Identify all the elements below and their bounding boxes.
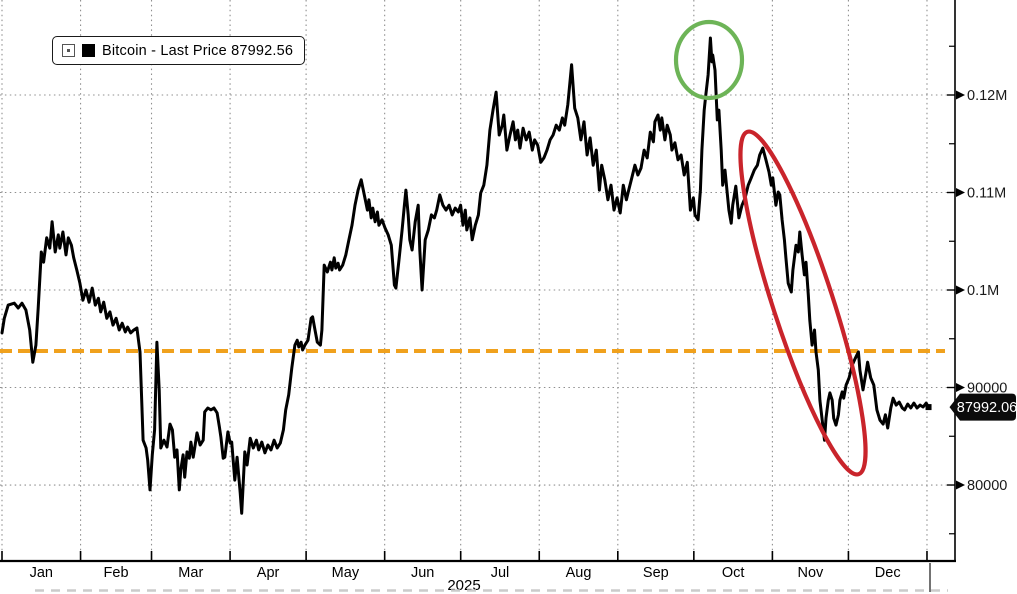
legend-box[interactable]: Bitcoin - Last Price 87992.56 <box>52 36 306 65</box>
expander-dot <box>67 49 70 52</box>
y-tick-arrow-icon <box>956 480 965 490</box>
x-month-label: Sep <box>643 565 669 581</box>
gridlines <box>0 0 955 561</box>
red-ellipse-annotation <box>738 129 868 477</box>
x-month-label: Mar <box>178 565 203 581</box>
y-tick-arrow-icon <box>956 188 965 198</box>
y-axis-label: 90000 <box>967 381 1007 397</box>
x-month-label: Oct <box>722 565 745 581</box>
y-tick-arrow-icon <box>956 90 965 100</box>
series-color-swatch <box>82 44 95 57</box>
x-month-label: Dec <box>875 565 901 581</box>
x-month-label: Jan <box>30 565 53 581</box>
legend-label: Bitcoin - Last Price 87992.56 <box>102 42 294 59</box>
x-month-label: Jun <box>411 565 434 581</box>
price-line <box>0 36 930 515</box>
legend-expander-icon[interactable] <box>62 44 75 57</box>
y-axis-label: 0.12M <box>967 88 1007 104</box>
x-month-label: Feb <box>104 565 129 581</box>
green-circle-annotation <box>673 19 745 101</box>
x-month-label: Nov <box>798 565 825 581</box>
y-axis-label: 0.1M <box>967 283 999 299</box>
x-month-label: May <box>332 565 360 581</box>
last-price-badge <box>949 393 1016 421</box>
y-tick-arrow-icon <box>956 383 965 393</box>
x-month-label: Apr <box>257 565 280 581</box>
y-axis-label: 80000 <box>967 478 1007 494</box>
x-month-label: Jul <box>491 565 510 581</box>
y-axis-label: 0.11M <box>967 186 1006 202</box>
last-point-marker <box>925 404 932 411</box>
y-tick-arrow-icon <box>956 285 965 295</box>
x-month-label: Aug <box>566 565 592 581</box>
last-price-badge-text: 87992.06 <box>957 400 1017 416</box>
